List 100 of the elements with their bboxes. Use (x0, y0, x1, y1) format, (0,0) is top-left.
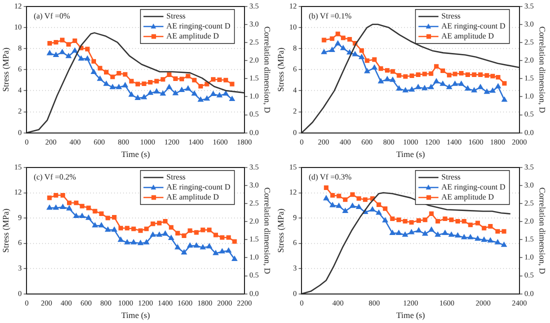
point (181, 250, 187, 254)
point (47, 41, 52, 46)
point (105, 226, 110, 232)
point (362, 197, 368, 202)
point (47, 50, 52, 56)
point (204, 82, 210, 86)
point (118, 226, 123, 230)
point (160, 77, 166, 82)
point (359, 54, 364, 60)
point (207, 228, 212, 232)
y2-axis-title: Correlation dimension, D (262, 187, 273, 274)
point (130, 240, 136, 244)
point (175, 230, 180, 236)
point (168, 225, 174, 230)
point (229, 96, 235, 102)
point (157, 220, 162, 226)
point (72, 38, 78, 44)
point (53, 52, 59, 58)
point (232, 239, 237, 244)
point (112, 215, 117, 220)
point (204, 96, 210, 101)
point (106, 216, 110, 220)
point (60, 49, 65, 54)
point (471, 88, 477, 92)
point (364, 58, 370, 63)
point (60, 204, 66, 209)
point (402, 218, 408, 224)
point (490, 74, 495, 78)
x-axis-title: Time (s) (396, 149, 426, 160)
point (384, 76, 390, 82)
point (182, 233, 186, 238)
point (47, 196, 52, 200)
point (200, 244, 206, 250)
point (350, 203, 356, 208)
point (396, 73, 402, 78)
point (416, 228, 422, 232)
point (116, 70, 122, 76)
point (416, 218, 422, 223)
x-axis-title: Time (s) (121, 310, 150, 320)
y-axis-title: Stress (MPa) (0, 47, 10, 92)
point (384, 68, 390, 73)
point (129, 78, 134, 84)
legend-label: AE amplitude D (441, 32, 494, 41)
point (336, 203, 342, 208)
point (428, 71, 434, 76)
point (74, 213, 79, 218)
point (329, 47, 335, 52)
point (376, 202, 382, 207)
point (446, 84, 452, 90)
point (84, 56, 90, 61)
point (198, 84, 203, 89)
point (409, 220, 414, 225)
point (495, 84, 501, 88)
point (144, 240, 150, 244)
point (502, 229, 506, 234)
point (488, 224, 493, 229)
point (495, 229, 500, 234)
point (347, 37, 352, 42)
legend-label: Stress (441, 172, 461, 182)
point (232, 256, 238, 261)
point (340, 45, 346, 50)
point (370, 206, 376, 212)
point (188, 228, 192, 233)
point (162, 230, 168, 236)
point (330, 36, 334, 41)
point (154, 78, 159, 84)
point (104, 81, 109, 86)
text: (c) Vf =0.2% (34, 172, 76, 182)
point (330, 202, 336, 208)
point (80, 204, 84, 208)
point (116, 84, 122, 90)
point (72, 48, 78, 53)
point (342, 197, 348, 202)
point (60, 38, 65, 42)
point (66, 53, 72, 58)
point (168, 235, 174, 240)
point (150, 222, 156, 226)
point (174, 244, 180, 250)
point (330, 193, 335, 198)
legend-label: AE ringing-count D (166, 22, 231, 31)
point (490, 88, 496, 93)
point (99, 211, 104, 216)
point (455, 232, 460, 238)
point (194, 242, 200, 248)
point (160, 90, 166, 96)
legend-label: AE ringing-count D (441, 182, 506, 192)
point (138, 240, 144, 246)
point (86, 206, 91, 210)
point (46, 204, 52, 210)
point (342, 208, 348, 213)
point (66, 42, 71, 47)
point (92, 222, 98, 228)
point (416, 72, 420, 77)
point (350, 192, 355, 197)
point (442, 216, 448, 222)
point (92, 208, 98, 214)
point (356, 204, 362, 209)
point (403, 74, 408, 79)
point (434, 64, 439, 69)
point (173, 76, 178, 81)
